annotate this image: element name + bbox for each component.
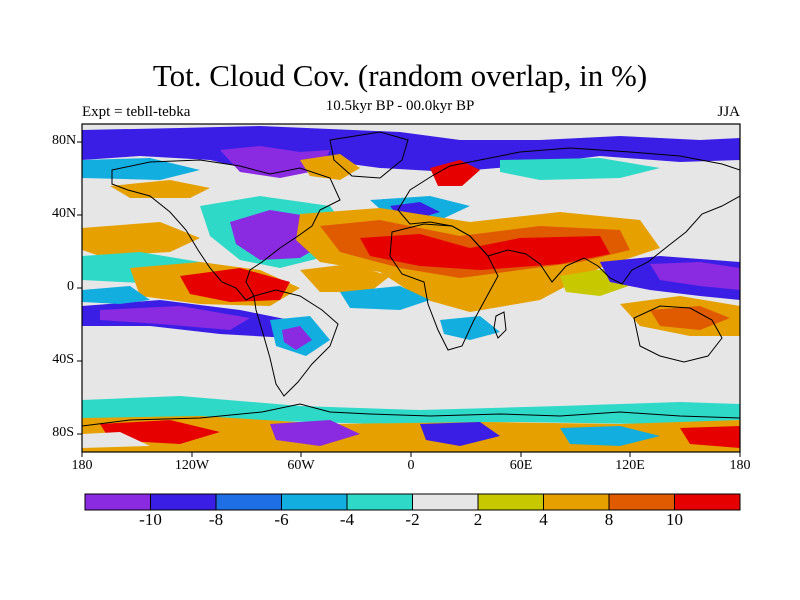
colorbar-label-neg6: -6 — [274, 510, 289, 529]
colorbar-label-10: 10 — [666, 510, 683, 529]
colorbar-bin-5 — [347, 494, 413, 510]
lon-label-120e: 120E — [615, 458, 645, 473]
colorbar-bin-6 — [412, 494, 478, 510]
lat-label-80n: 80N — [52, 133, 77, 148]
colorbar-label-4: 4 — [539, 510, 548, 529]
coastline-antarctica — [82, 403, 740, 427]
colorbar-label-8: 8 — [604, 510, 614, 529]
colorbar-bin-2 — [150, 494, 216, 510]
colorbar-bin-3 — [216, 494, 282, 510]
lon-label-60e: 60E — [509, 458, 533, 473]
colorbar-bin-8 — [543, 494, 609, 510]
lon-label-120w: 120W — [174, 458, 210, 473]
lat-label-80s: 80S — [52, 425, 74, 440]
coastline-greenland — [329, 131, 409, 179]
lon-label-60w: 60W — [287, 458, 315, 473]
lat-label-40n: 40N — [52, 206, 77, 221]
colorbar-label-neg8: -8 — [208, 510, 224, 529]
colorbar-bin-4 — [281, 494, 347, 510]
lat-label-0: 0 — [67, 279, 74, 294]
colorbar-label-2: 2 — [473, 510, 483, 529]
colorbar-bin-10 — [674, 494, 740, 510]
colorbar — [84, 493, 741, 511]
lon-label-0: 0 — [407, 458, 415, 473]
colorbar-bin-9 — [609, 494, 675, 510]
map-title: Tot. Cloud Cov. (random overlap, in %) — [152, 58, 648, 93]
period-label: 10.5kyr BP - 00.0kyr BP — [325, 98, 475, 114]
coastline-australia — [633, 305, 723, 363]
colorbar-label-neg4: -4 — [339, 510, 355, 529]
lon-label-180w: 180 — [71, 458, 93, 473]
coastline-madagascar — [493, 311, 507, 339]
map-frame — [77, 123, 741, 457]
lon-label-180e: 180 — [729, 458, 751, 473]
southern-ocean-anomaly — [82, 396, 740, 424]
colorbar-label-neg10: -10 — [139, 510, 162, 529]
map-field — [82, 124, 740, 452]
colorbar-bin-1 — [85, 494, 151, 510]
coastline-south-america — [253, 289, 339, 397]
experiment-label: Expt = tebll-tebka — [82, 104, 191, 120]
coastline-eurasia — [397, 147, 740, 285]
colorbar-label-neg2: -2 — [405, 510, 420, 529]
coastlines — [82, 131, 740, 427]
coastline-north-america — [111, 159, 341, 301]
colorbar-bin-7 — [478, 494, 544, 510]
season-label: JJA — [717, 104, 740, 120]
lat-label-40s: 40S — [52, 352, 74, 367]
